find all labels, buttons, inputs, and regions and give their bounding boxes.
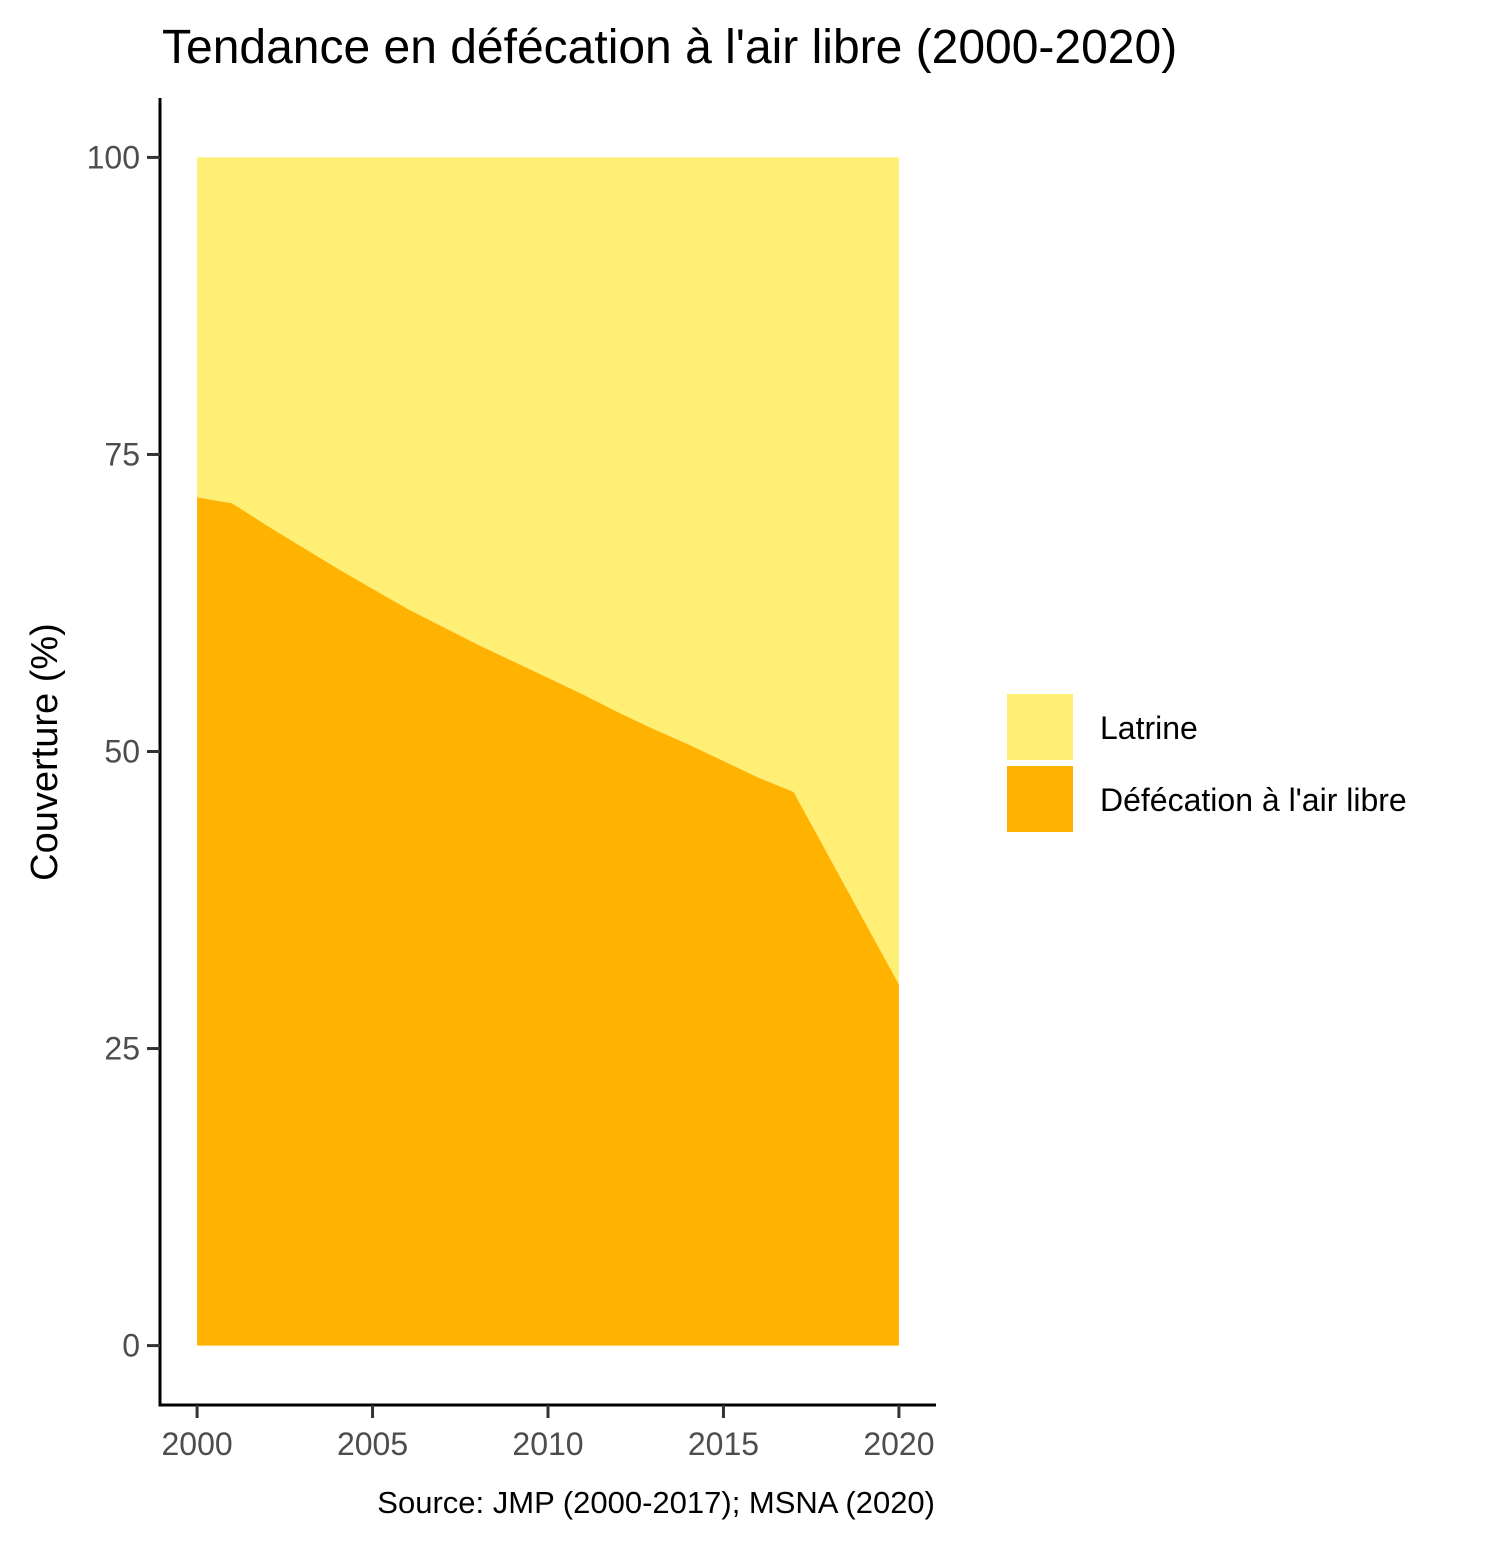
plot-areas [197,157,899,1346]
y-axis-title: Couverture (%) [24,623,66,881]
legend-swatch-defecation-a-l-air-libre [1007,766,1073,832]
y-axis-ticks: 0 25 50 75 100 [87,139,160,1364]
legend-label-defecation-a-l-air-libre: Défécation à l'air libre [1100,782,1407,818]
x-tick-label: 2005 [337,1426,408,1462]
legend: Latrine Défécation à l'air libre [1007,694,1407,832]
y-tick-label: 75 [104,436,140,472]
x-tick-label: 2015 [688,1426,759,1462]
y-tick-label: 25 [104,1031,140,1067]
legend-label-latrine: Latrine [1100,710,1198,746]
x-tick-label: 2010 [512,1426,583,1462]
chart-caption: Source: JMP (2000-2017); MSNA (2020) [377,1485,935,1520]
y-tick-label: 50 [104,734,140,770]
legend-swatch-latrine [1007,694,1073,760]
x-tick-label: 2020 [863,1426,934,1462]
x-tick-label: 2000 [161,1426,232,1462]
area-series-latrine [197,157,899,985]
y-tick-label: 100 [87,139,140,175]
y-tick-label: 0 [122,1328,140,1364]
chart-title: Tendance en défécation à l'air libre (20… [162,21,1177,74]
x-axis-ticks: 2000 2005 2010 2015 2020 [161,1405,935,1462]
area-series-defecation-a-l-air-libre [197,497,899,1346]
